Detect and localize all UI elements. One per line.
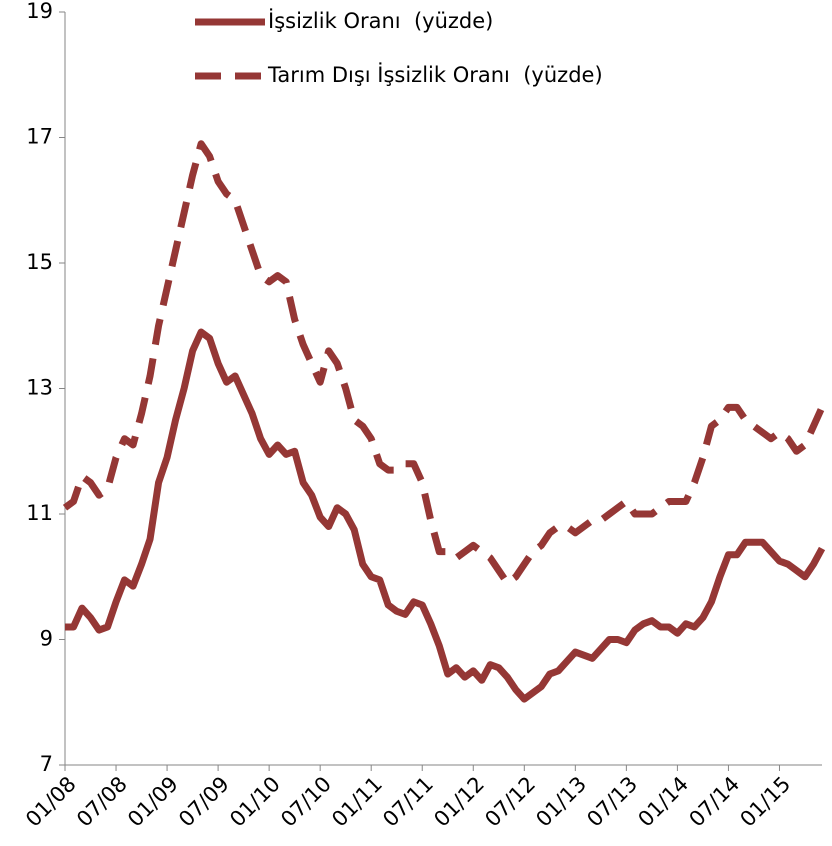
x-tick-label: 01/09 [123,772,183,832]
x-tick-label: 07/12 [480,772,540,832]
legend-label: İşsizlik Oranı (yüzde) [268,8,493,33]
series-line [62,140,826,587]
x-tick-label: 07/08 [72,772,132,832]
x-tick-label: 01/14 [633,772,693,832]
x-tick-label: 07/13 [582,772,642,832]
y-tick-label: 7 [40,752,53,776]
legend-label: Tarım Dışı İşsizlik Oranı (yüzde) [267,62,603,87]
x-tick-label: 07/14 [684,772,744,832]
series-line [65,328,826,703]
x-tick-label: 01/08 [21,772,81,832]
y-tick-label: 9 [40,627,53,651]
x-tick-label: 01/13 [531,772,591,832]
y-tick-label: 17 [26,125,53,149]
x-tick-label: 01/11 [327,772,387,832]
y-tick-label: 15 [26,250,53,274]
y-tick-label: 19 [26,0,53,23]
x-tick-label: 01/10 [225,772,285,832]
x-tick-label: 01/15 [735,772,795,832]
y-tick-label: 11 [26,501,53,525]
x-tick-label: 07/10 [276,772,336,832]
x-tick-label: 07/11 [378,772,438,832]
x-tick-label: 07/09 [174,772,234,832]
y-tick-label: 13 [26,376,53,400]
x-tick-label: 01/12 [429,772,489,832]
